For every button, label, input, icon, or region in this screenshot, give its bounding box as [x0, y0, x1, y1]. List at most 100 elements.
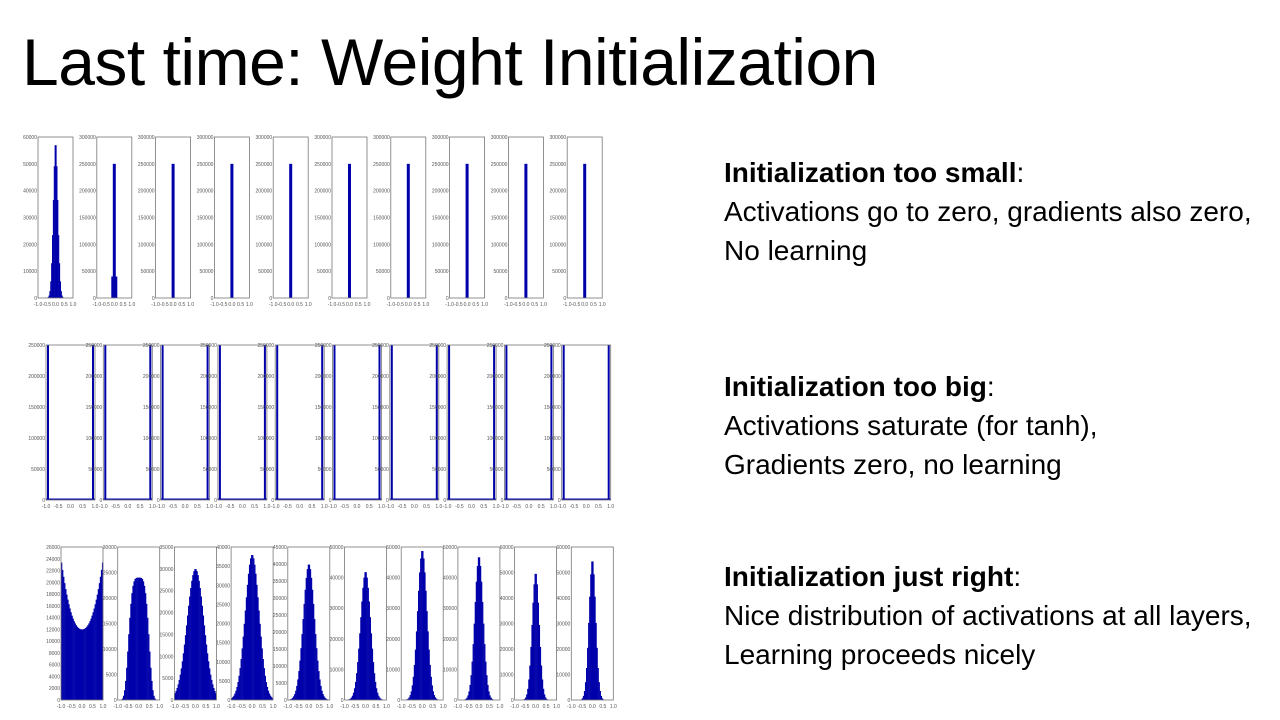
histogram-bar — [101, 562, 104, 700]
y-tick-label: 10000 — [23, 269, 37, 275]
histogram-bar — [177, 684, 179, 700]
y-tick-label: 0 — [42, 498, 45, 504]
histogram-bar — [324, 697, 326, 700]
histogram-bar — [141, 578, 144, 700]
y-tick-label: 200000 — [258, 374, 275, 380]
y-tick-label: 25000 — [159, 589, 173, 595]
y-tick-label: 300000 — [79, 135, 96, 141]
histogram-bar — [544, 694, 546, 700]
y-tick-label: 250000 — [200, 343, 217, 349]
histogram-bar — [142, 581, 145, 700]
y-tick-label: 100000 — [143, 436, 160, 442]
histogram-bar — [234, 693, 236, 700]
histogram-bar — [592, 561, 594, 700]
y-tick-label: 20000 — [386, 637, 400, 643]
x-tick-label: 0.5 — [251, 504, 258, 510]
x-tick-label: -0.5 — [181, 704, 190, 710]
histogram-bar — [70, 612, 72, 700]
y-tick-label: 15000 — [216, 641, 230, 647]
histogram-bar — [293, 696, 295, 700]
histogram-bar — [301, 634, 303, 700]
histogram-bar — [96, 594, 98, 700]
y-tick-label: 15000 — [159, 632, 173, 638]
histogram-panel: 0 50000 100000 150000 200000 250000 -1.0 -0.5 0.… — [143, 343, 213, 510]
x-tick-label: 1.0 — [481, 302, 488, 308]
y-tick-label: 30000 — [500, 622, 514, 628]
x-tick-label: -1.0 — [269, 302, 278, 308]
histogram-bar — [317, 660, 319, 700]
histogram-bar — [318, 671, 320, 700]
histogram-bar — [66, 594, 68, 700]
histogram-bar — [196, 571, 198, 700]
histogram-bar — [132, 585, 134, 700]
y-tick-label: 200000 — [200, 374, 217, 380]
histogram-bar — [525, 697, 527, 700]
histogram-bar — [92, 345, 94, 500]
description-line: Activations saturate (for tanh), — [724, 410, 1098, 441]
x-tick-label: 1.0 — [540, 302, 547, 308]
histogram-bar — [151, 680, 153, 700]
x-tick-label: -1.0 — [385, 504, 394, 510]
histogram-bar — [258, 610, 260, 700]
x-tick-label: -1.0 — [500, 504, 509, 510]
y-tick-label: 250000 — [28, 343, 45, 349]
plot-frame — [160, 344, 211, 501]
y-tick-label: 30000 — [386, 606, 400, 612]
histogram-bar — [473, 623, 475, 700]
x-tick-label: -0.5 — [395, 302, 404, 308]
x-tick-label: -0.5 — [340, 504, 349, 510]
y-tick-label: 50000 — [547, 467, 561, 473]
y-tick-label: 16000 — [46, 604, 60, 610]
histogram-bar — [135, 577, 137, 700]
x-tick-label: -0.5 — [570, 504, 579, 510]
y-tick-label: 10000 — [500, 673, 514, 679]
plot-frame — [230, 546, 274, 701]
x-tick-label: 0.0 — [583, 504, 590, 510]
plot-frame — [287, 546, 331, 701]
x-tick-label: -1.0 — [214, 504, 223, 510]
histogram-bar — [379, 697, 381, 700]
histogram-bar — [297, 679, 299, 700]
histogram-bar — [74, 623, 76, 700]
histogram-bar — [175, 690, 177, 700]
histogram-bar — [84, 628, 86, 700]
histogram-bar — [264, 675, 266, 700]
histogram-bar — [129, 617, 131, 700]
histogram-bar — [268, 693, 271, 700]
histogram-bar — [127, 651, 129, 700]
histogram-bar — [64, 583, 66, 700]
histogram-bar — [262, 658, 264, 700]
histogram-bar — [187, 615, 189, 700]
y-tick-label: 150000 — [28, 405, 45, 411]
x-tick-label: -0.5 — [278, 302, 287, 308]
histogram-bar — [253, 558, 255, 700]
histogram-bar — [185, 625, 188, 700]
histogram-bar — [389, 498, 439, 500]
plot-frame — [213, 136, 250, 299]
x-tick-label: -1.0 — [34, 302, 43, 308]
histogram-bar — [55, 145, 57, 298]
y-tick-label: 0 — [329, 498, 332, 504]
histogram-bar — [231, 698, 233, 700]
histogram-bar — [325, 698, 327, 700]
histogram-bar — [531, 624, 533, 700]
y-tick-label: 200000 — [28, 374, 45, 380]
histogram-bar — [143, 585, 146, 700]
histogram-bar — [448, 345, 451, 500]
histogram-bar — [235, 690, 237, 700]
histogram-bar — [474, 601, 476, 700]
y-tick-label: 0 — [568, 698, 571, 704]
histogram-bar — [195, 569, 197, 700]
histogram-bar — [99, 576, 102, 700]
histogram-bar — [465, 698, 467, 700]
histogram-bar — [306, 569, 308, 700]
histogram-bar — [323, 696, 325, 700]
histogram-bar — [413, 664, 416, 700]
x-tick-label: -1.0 — [328, 302, 337, 308]
histogram-panel: 0 50000 100000 150000 200000 250000 300000 -1.0… — [432, 135, 488, 308]
histogram-bar — [364, 572, 366, 700]
histogram-bar — [217, 498, 267, 500]
plot-frame — [217, 344, 268, 501]
x-tick-label: 0.5 — [194, 504, 201, 510]
y-tick-label: 20000 — [46, 580, 60, 586]
